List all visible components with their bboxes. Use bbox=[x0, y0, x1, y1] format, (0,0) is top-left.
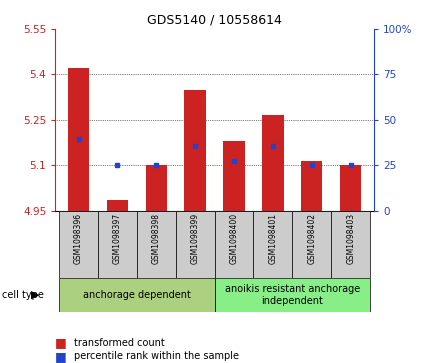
Text: GSM1098398: GSM1098398 bbox=[152, 213, 161, 264]
Bar bbox=[215, 211, 253, 278]
Bar bbox=[340, 165, 361, 211]
Text: anoikis resistant anchorage
independent: anoikis resistant anchorage independent bbox=[225, 284, 360, 306]
Bar bbox=[262, 115, 283, 211]
Bar bbox=[292, 211, 331, 278]
Bar bbox=[59, 211, 98, 278]
Bar bbox=[224, 141, 245, 211]
Text: GSM1098403: GSM1098403 bbox=[346, 213, 355, 264]
Text: GSM1098400: GSM1098400 bbox=[230, 213, 238, 264]
Bar bbox=[301, 160, 323, 211]
Bar bbox=[146, 165, 167, 211]
Text: ▶: ▶ bbox=[31, 290, 40, 300]
Bar bbox=[176, 211, 215, 278]
Text: GSM1098397: GSM1098397 bbox=[113, 213, 122, 264]
Bar bbox=[137, 211, 176, 278]
Text: ■: ■ bbox=[55, 350, 67, 363]
Text: percentile rank within the sample: percentile rank within the sample bbox=[74, 351, 239, 362]
Text: GSM1098401: GSM1098401 bbox=[269, 213, 278, 264]
Bar bbox=[68, 68, 89, 211]
Bar bbox=[215, 278, 370, 312]
Bar bbox=[184, 90, 206, 211]
Text: GSM1098402: GSM1098402 bbox=[307, 213, 316, 264]
Bar bbox=[107, 200, 128, 211]
Text: ■: ■ bbox=[55, 337, 67, 350]
Text: GSM1098396: GSM1098396 bbox=[74, 213, 83, 264]
Text: anchorage dependent: anchorage dependent bbox=[83, 290, 191, 300]
Text: cell type: cell type bbox=[2, 290, 44, 300]
Bar bbox=[331, 211, 370, 278]
Bar bbox=[253, 211, 292, 278]
Bar bbox=[59, 278, 215, 312]
Text: transformed count: transformed count bbox=[74, 338, 165, 348]
Bar bbox=[98, 211, 137, 278]
Title: GDS5140 / 10558614: GDS5140 / 10558614 bbox=[147, 13, 282, 26]
Text: GSM1098399: GSM1098399 bbox=[191, 213, 200, 264]
